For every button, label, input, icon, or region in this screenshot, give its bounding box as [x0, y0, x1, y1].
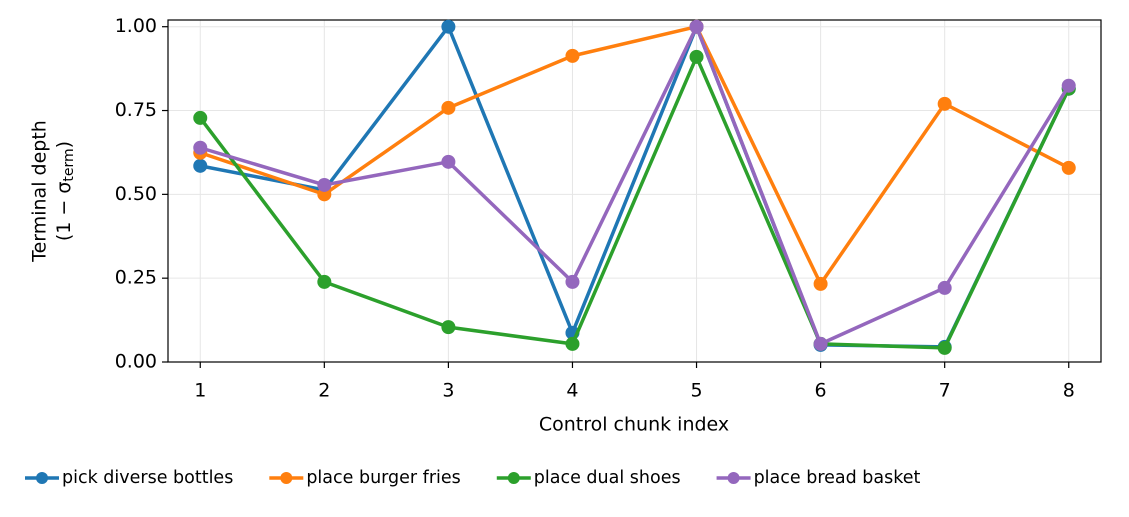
y-axis-label-math: (1 − σterm) — [53, 141, 78, 241]
data-point — [1061, 78, 1076, 93]
data-point — [937, 96, 952, 111]
data-point — [441, 154, 456, 169]
data-point — [813, 336, 828, 351]
data-point — [317, 177, 332, 192]
legend-marker — [280, 472, 293, 484]
y-tick-label: 0.50 — [115, 183, 157, 205]
data-point — [193, 158, 208, 173]
x-tick-label: 8 — [1063, 380, 1075, 402]
math-suffix: ) — [53, 141, 75, 148]
data-point — [317, 274, 332, 289]
series-line — [198, 55, 1071, 350]
data-point — [193, 110, 208, 125]
legend-label: pick diverse bottles — [62, 468, 233, 488]
data-point — [1061, 160, 1076, 175]
legend-marker — [727, 472, 740, 484]
y-tick-label: 0.25 — [115, 267, 157, 289]
legend-label: place bread basket — [754, 468, 921, 488]
y-tick-label: 0.75 — [115, 99, 157, 121]
y-tick-label: 1.00 — [115, 15, 157, 37]
data-point — [565, 336, 580, 351]
x-tick-label: 4 — [566, 380, 578, 402]
data-point — [813, 276, 828, 291]
data-point — [441, 100, 456, 115]
plot-frame — [167, 19, 1102, 363]
x-tick-label: 1 — [194, 380, 206, 402]
x-tick-label: 2 — [318, 380, 330, 402]
y-axis-label-group: Terminal depth (1 − σterm) — [29, 120, 78, 263]
data-point — [689, 19, 704, 34]
data-point — [441, 19, 456, 34]
x-tick-label: 5 — [690, 380, 702, 402]
x-tick-label: 6 — [815, 380, 827, 402]
x-tick-label: 7 — [939, 380, 951, 402]
data-point — [193, 140, 208, 155]
x-tick-label: 3 — [442, 380, 454, 402]
data-point — [565, 274, 580, 289]
legend-label: place burger fries — [306, 468, 460, 488]
series-line — [199, 24, 1071, 346]
data-point — [937, 280, 952, 295]
data-point — [565, 48, 580, 63]
y-axis-label: Terminal depth — [29, 120, 51, 263]
y-tick-label: 0.00 — [115, 351, 157, 373]
data-point — [937, 340, 952, 355]
legend-marker — [507, 472, 520, 484]
legend-marker — [36, 472, 48, 484]
math-subscript: term — [61, 148, 77, 181]
data-point — [689, 49, 704, 64]
legend-label: place dual shoes — [534, 468, 681, 488]
x-axis-label: Control chunk index — [539, 414, 729, 436]
data-point — [441, 320, 456, 335]
math-prefix: (1 − σ — [53, 182, 75, 242]
